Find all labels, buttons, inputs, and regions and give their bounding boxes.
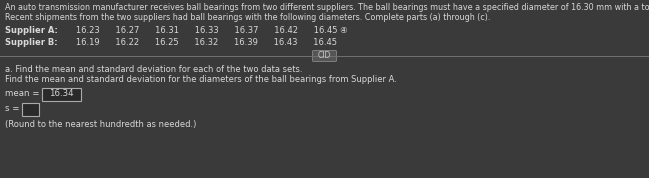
Text: a. Find the mean and standard deviation for each of the two data sets.: a. Find the mean and standard deviation … — [5, 65, 302, 74]
Text: (Round to the nearest hundredth as needed.): (Round to the nearest hundredth as neede… — [5, 120, 197, 129]
Text: CID: CID — [318, 51, 331, 61]
Text: 16.34: 16.34 — [49, 90, 73, 98]
Text: s =: s = — [5, 104, 19, 113]
Text: Recent shipments from the two suppliers had ball bearings with the following dia: Recent shipments from the two suppliers … — [5, 13, 491, 22]
Text: Supplier A:: Supplier A: — [5, 26, 58, 35]
Text: 16.23      16.27      16.31      16.33      16.37      16.42      16.45 ④: 16.23 16.27 16.31 16.33 16.37 16.42 16.4… — [68, 26, 348, 35]
Text: Supplier B:: Supplier B: — [5, 38, 58, 47]
Text: 16.19      16.22      16.25      16.32      16.39      16.43      16.45: 16.19 16.22 16.25 16.32 16.39 16.43 16.4… — [68, 38, 337, 47]
FancyBboxPatch shape — [21, 103, 38, 116]
Text: mean =: mean = — [5, 89, 40, 98]
Text: An auto transmission manufacturer receives ball bearings from two different supp: An auto transmission manufacturer receiv… — [5, 3, 649, 12]
FancyBboxPatch shape — [313, 51, 336, 62]
Text: Find the mean and standard deviation for the diameters of the ball bearings from: Find the mean and standard deviation for… — [5, 75, 397, 84]
FancyBboxPatch shape — [42, 88, 80, 101]
